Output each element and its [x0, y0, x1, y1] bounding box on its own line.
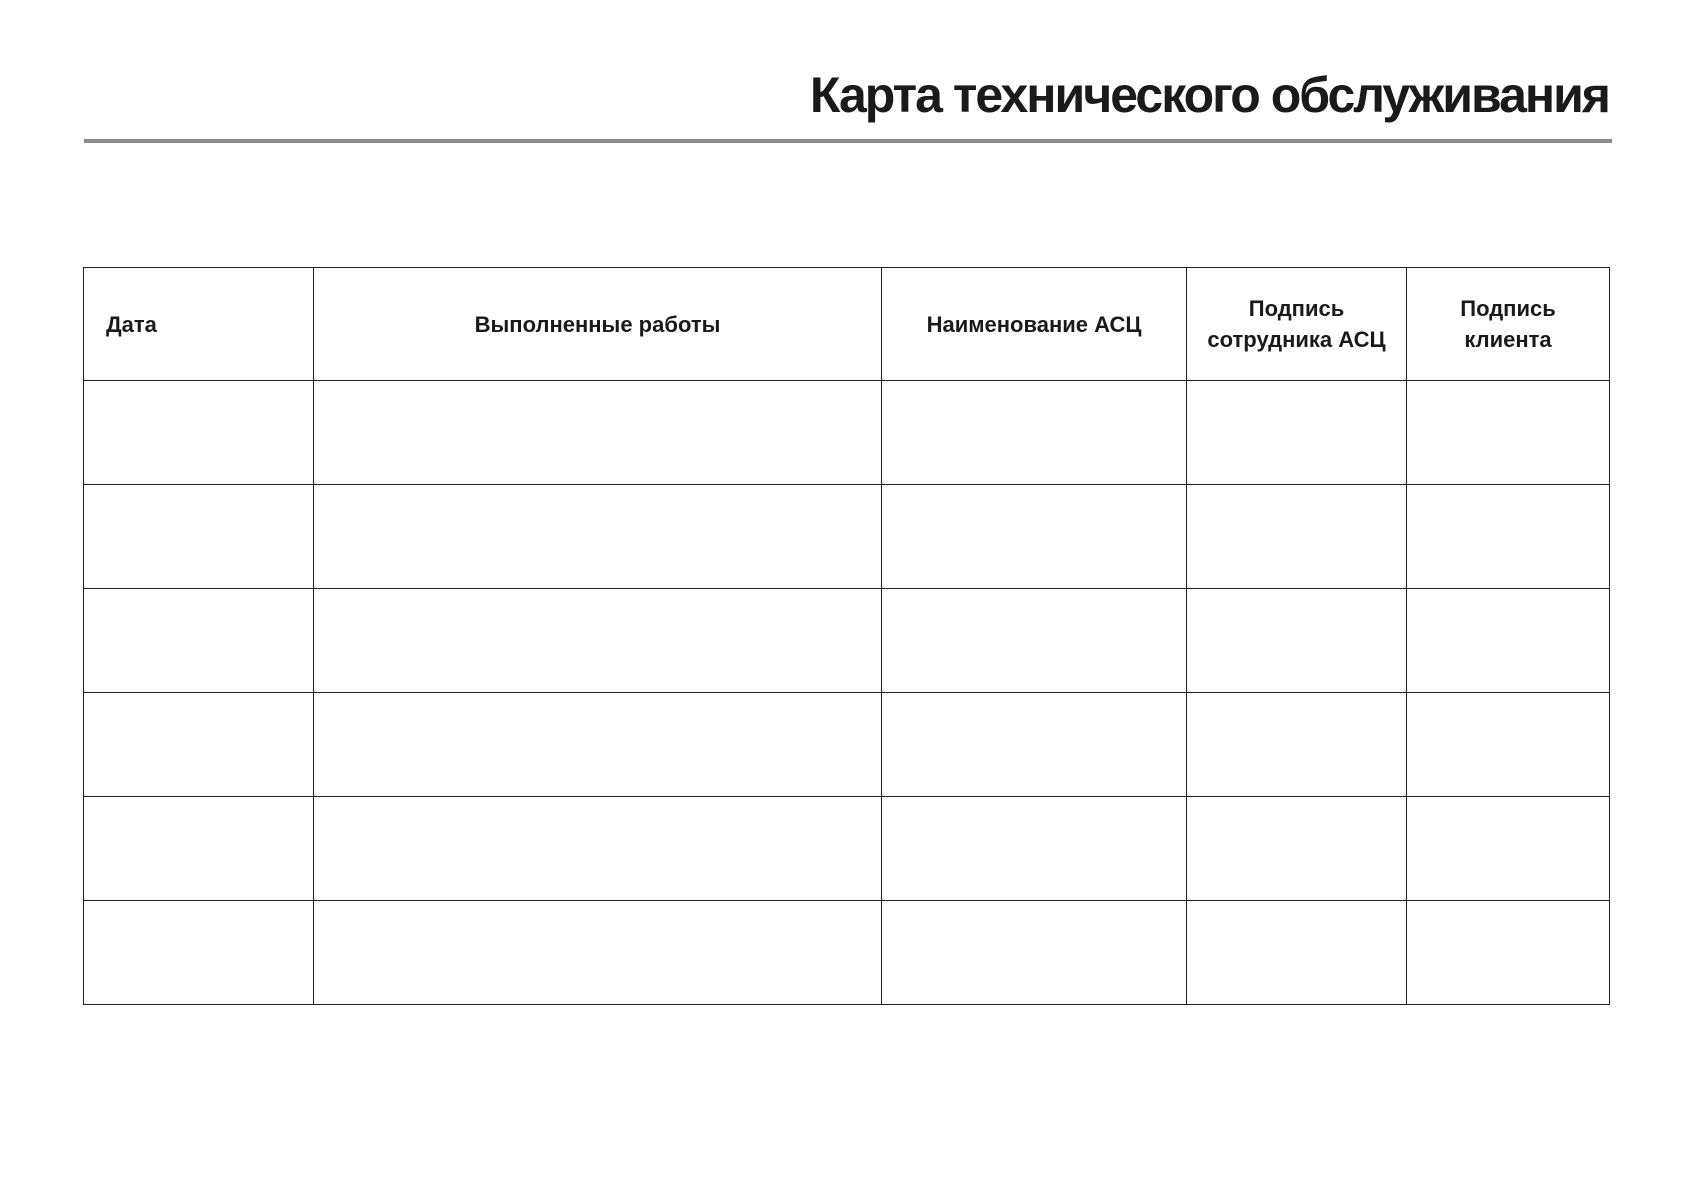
employee-signature-cell — [1186, 796, 1407, 901]
table-row — [83, 588, 1610, 693]
employee-signature-cell — [1186, 588, 1407, 693]
date-cell — [83, 380, 314, 485]
service-center-cell — [881, 380, 1187, 485]
service-center-cell — [881, 484, 1187, 589]
header-client-signature: Подпись клиента — [1406, 267, 1610, 381]
date-cell — [83, 900, 314, 1005]
header-service-center: Наименование АСЦ — [881, 267, 1187, 381]
work-done-cell — [313, 484, 882, 589]
header-row: Дата Выполненные работы Наименование АСЦ… — [83, 267, 1610, 381]
header-date: Дата — [83, 267, 314, 381]
employee-signature-cell — [1186, 900, 1407, 1005]
work-done-cell — [313, 588, 882, 693]
table-row — [83, 900, 1610, 1005]
table-row — [83, 692, 1610, 797]
client-signature-cell — [1406, 588, 1610, 693]
work-done-cell — [313, 692, 882, 797]
maintenance-table: Дата Выполненные работы Наименование АСЦ… — [83, 267, 1610, 1005]
employee-signature-cell — [1186, 692, 1407, 797]
page-title: Карта технического обслуживания — [809, 67, 1611, 123]
work-done-cell — [313, 380, 882, 485]
client-signature-cell — [1406, 900, 1610, 1005]
service-center-cell — [881, 692, 1187, 797]
date-cell — [83, 484, 314, 589]
client-signature-cell — [1406, 692, 1610, 797]
service-center-cell — [881, 588, 1187, 693]
header-employee-signature: Подпись сотрудника АСЦ — [1186, 267, 1407, 381]
client-signature-cell — [1406, 484, 1610, 589]
service-center-cell — [881, 796, 1187, 901]
table-row — [83, 380, 1610, 485]
date-cell — [83, 692, 314, 797]
work-done-cell — [313, 796, 882, 901]
service-center-cell — [881, 900, 1187, 1005]
client-signature-cell — [1406, 380, 1610, 485]
date-cell — [83, 588, 314, 693]
client-signature-cell — [1406, 796, 1610, 901]
title-divider — [84, 139, 1612, 143]
table-row — [83, 484, 1610, 589]
header-work-done: Выполненные работы — [313, 267, 882, 381]
date-cell — [83, 796, 314, 901]
employee-signature-cell — [1186, 380, 1407, 485]
employee-signature-cell — [1186, 484, 1407, 589]
work-done-cell — [313, 900, 882, 1005]
table-row — [83, 796, 1610, 901]
